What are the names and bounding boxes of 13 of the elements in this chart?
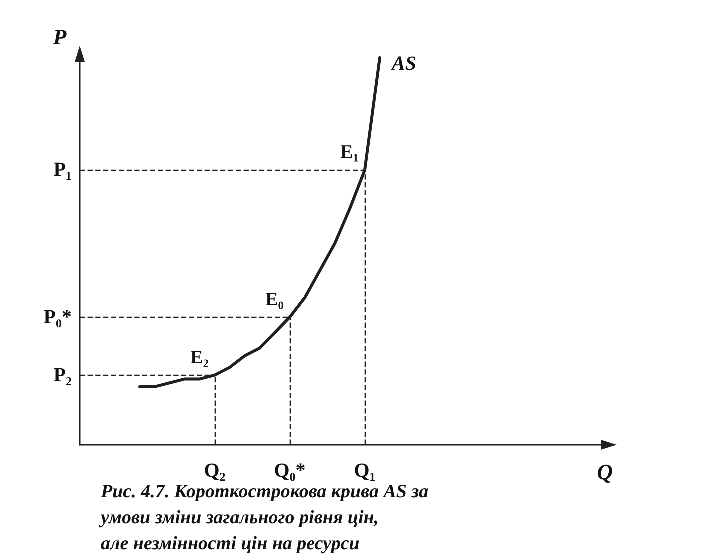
series-label: AS <box>390 53 416 75</box>
y-axis-title: P <box>52 24 68 50</box>
text: Рис. 4.7. Короткострокова крива AS за умови зміни загального рівня цін, але незмінності цін на ресурси <box>99 482 434 554</box>
x-axis-title: Q <box>597 460 614 484</box>
annotation: E₀ <box>266 289 284 310</box>
x-tick-label: Q₂ <box>204 460 226 482</box>
annotation: E₂ <box>190 347 210 368</box>
ref-line-label: P₀* <box>44 306 72 328</box>
x-tick-label: Q₁ <box>354 460 376 482</box>
ref-line-label: P₁ <box>54 159 72 182</box>
ref-line-label: P₂ <box>54 364 72 386</box>
x-tick-label: Q₀* <box>274 460 306 482</box>
annotation: E₁ <box>340 142 359 164</box>
